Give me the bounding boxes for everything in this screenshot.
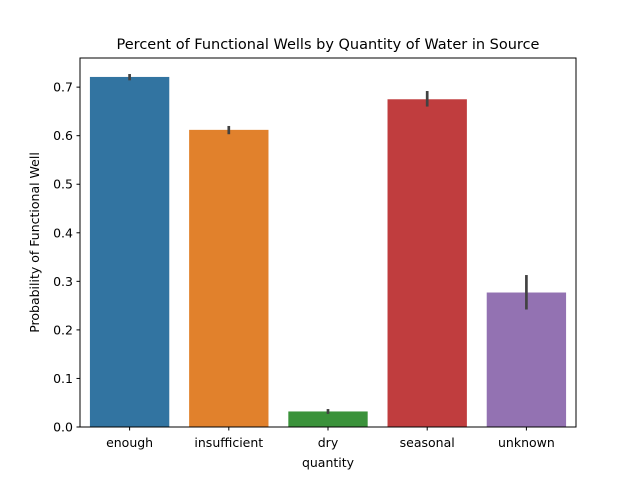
y-tick-label: 0.4: [53, 225, 73, 240]
y-tick-label: 0.7: [53, 80, 73, 95]
bar-dry: [288, 411, 368, 427]
y-tick-label: 0.5: [53, 177, 73, 192]
bar-seasonal: [387, 99, 467, 427]
y-tick-label: 0.2: [53, 322, 73, 337]
x-tick-label: dry: [318, 435, 339, 450]
x-tick-label: enough: [106, 435, 153, 450]
bars-group: [89, 76, 567, 428]
x-tick-label: insufficient: [194, 435, 263, 450]
bar-enough: [89, 76, 170, 428]
y-tick-label: 0.6: [53, 128, 73, 143]
y-tick-label: 0.1: [53, 371, 73, 386]
x-axis: enough insufficient dry seasonal unknown: [106, 427, 555, 450]
x-tick-label: seasonal: [400, 435, 455, 450]
y-axis: 0.0 0.1 0.2 0.3 0.4 0.5 0.6 0.7: [53, 80, 80, 435]
x-tick-label: unknown: [498, 435, 555, 450]
x-axis-label: quantity: [302, 455, 355, 470]
bar-unknown: [486, 292, 567, 427]
error-bars-group: [128, 74, 528, 414]
bar-insufficient: [189, 129, 269, 427]
plot-frame: [79, 57, 577, 428]
chart-title: Percent of Functional Wells by Quantity …: [117, 37, 540, 53]
y-tick-label: 0.3: [53, 274, 73, 289]
y-axis-label: Probability of Functional Well: [27, 152, 42, 333]
y-tick-label: 0.0: [53, 420, 73, 435]
